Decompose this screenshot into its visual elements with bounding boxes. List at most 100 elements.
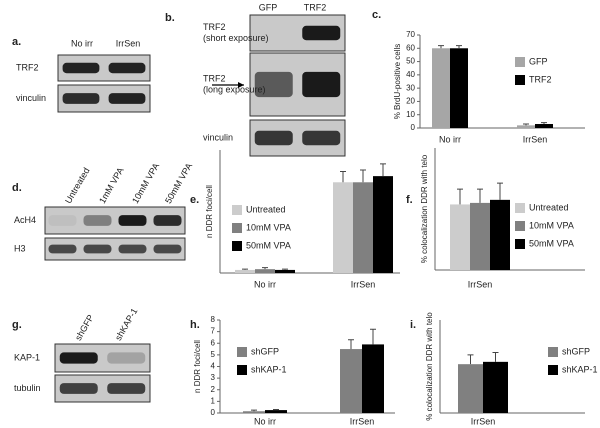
error-bar bbox=[282, 268, 288, 270]
band bbox=[107, 352, 146, 364]
legend-label: 50mM VPA bbox=[246, 240, 291, 250]
band bbox=[59, 383, 98, 394]
bar bbox=[535, 124, 553, 128]
x-tick-label: IrrSen bbox=[523, 134, 548, 144]
error-bar bbox=[340, 171, 346, 183]
y-tick-label: 2 bbox=[211, 385, 216, 394]
bar bbox=[470, 202, 490, 270]
y-tick-label: 70 bbox=[406, 30, 415, 39]
panel-label: c. bbox=[372, 9, 381, 21]
error-bar bbox=[380, 163, 386, 177]
lane-label: TRF2 bbox=[304, 2, 327, 12]
band bbox=[62, 62, 100, 74]
legend-label: 10mM VPA bbox=[246, 222, 291, 232]
error-bar bbox=[242, 268, 248, 270]
lane-label: shGFP bbox=[73, 313, 96, 342]
bar bbox=[265, 410, 287, 413]
legend-label: shGFP bbox=[562, 346, 590, 356]
arrow-head bbox=[238, 82, 244, 88]
band bbox=[108, 93, 146, 104]
legend-label: GFP bbox=[529, 56, 548, 66]
lane-label: No irr bbox=[71, 38, 93, 48]
error-bar bbox=[251, 409, 257, 412]
bar bbox=[362, 344, 384, 413]
bar bbox=[450, 48, 468, 128]
bar bbox=[235, 269, 255, 273]
blot-strip bbox=[44, 237, 186, 261]
row-label: tubulin bbox=[14, 383, 41, 393]
x-tick-label: No irr bbox=[254, 416, 276, 426]
error-bar bbox=[370, 328, 376, 345]
y-tick-label: 0 bbox=[411, 123, 416, 132]
row-label: TRF2 bbox=[203, 22, 226, 32]
legend-label: shGFP bbox=[251, 346, 279, 356]
y-tick-label: 3 bbox=[211, 373, 216, 382]
panel-label: g. bbox=[12, 319, 22, 331]
panel-label: i. bbox=[410, 319, 416, 331]
y-tick-label: 50 bbox=[406, 57, 415, 66]
row-label: (short exposure) bbox=[203, 33, 269, 43]
y-axis-label: n DDR foci/cell bbox=[193, 340, 202, 393]
error-bar bbox=[456, 45, 462, 49]
band bbox=[153, 244, 182, 254]
bar bbox=[517, 125, 535, 128]
legend-label: Untreated bbox=[529, 202, 569, 212]
legend-swatch bbox=[237, 347, 247, 357]
y-tick-label: 60 bbox=[406, 43, 415, 52]
panel-label: e. bbox=[190, 194, 199, 206]
y-tick-label: 10 bbox=[406, 110, 415, 119]
y-tick-label: 30 bbox=[406, 83, 415, 92]
legend-swatch bbox=[232, 241, 242, 251]
legend-swatch bbox=[515, 221, 525, 231]
y-tick-label: 4 bbox=[211, 362, 216, 371]
error-bar bbox=[438, 45, 444, 49]
lane-label: shKAP-1 bbox=[113, 306, 139, 342]
error-bar bbox=[477, 188, 483, 203]
bar bbox=[490, 199, 510, 270]
row-label: KAP-1 bbox=[14, 352, 40, 362]
band bbox=[62, 93, 100, 104]
lane-label: IrrSen bbox=[116, 38, 141, 48]
legend-label: 50mM VPA bbox=[529, 238, 574, 248]
y-tick-label: 40 bbox=[406, 70, 415, 79]
band bbox=[48, 244, 77, 254]
y-tick-label: 8 bbox=[211, 315, 216, 324]
band bbox=[153, 215, 182, 226]
row-label: TRF2 bbox=[203, 73, 226, 83]
bar bbox=[255, 269, 275, 273]
row-label: H3 bbox=[14, 243, 26, 253]
bar bbox=[450, 204, 470, 270]
x-tick-label: IrrSen bbox=[471, 416, 496, 426]
error-bar bbox=[273, 409, 279, 411]
row-label: vinculin bbox=[16, 93, 46, 103]
error-bar bbox=[348, 339, 354, 350]
error-bar bbox=[497, 182, 503, 200]
x-tick-label: No irr bbox=[254, 279, 276, 289]
row-label: (long exposure) bbox=[203, 84, 266, 94]
y-tick-label: 1 bbox=[211, 396, 216, 405]
legend-label: shKAP-1 bbox=[562, 364, 598, 374]
error-bar bbox=[492, 352, 499, 362]
bar bbox=[333, 182, 353, 273]
lane-label: 10mM VPA bbox=[130, 161, 161, 205]
x-tick-label: IrrSen bbox=[350, 416, 375, 426]
row-label: TRF2 bbox=[16, 62, 39, 72]
legend-label: shKAP-1 bbox=[251, 364, 287, 374]
band bbox=[107, 383, 146, 394]
legend-swatch bbox=[232, 205, 242, 215]
bar bbox=[373, 176, 393, 273]
bar bbox=[483, 361, 508, 413]
x-tick-label: No irr bbox=[439, 134, 461, 144]
bar bbox=[243, 411, 265, 413]
band bbox=[59, 352, 98, 364]
band bbox=[118, 215, 147, 226]
legend-label: TRF2 bbox=[529, 74, 552, 84]
legend-swatch bbox=[548, 365, 558, 375]
lane-label: Untreated bbox=[63, 166, 91, 205]
legend-label: 10mM VPA bbox=[529, 220, 574, 230]
y-tick-label: 7 bbox=[211, 327, 216, 336]
y-axis-label: n DDR foci/cell bbox=[205, 185, 214, 238]
y-tick-label: 0 bbox=[211, 408, 216, 417]
x-tick-label: IrrSen bbox=[468, 279, 493, 289]
